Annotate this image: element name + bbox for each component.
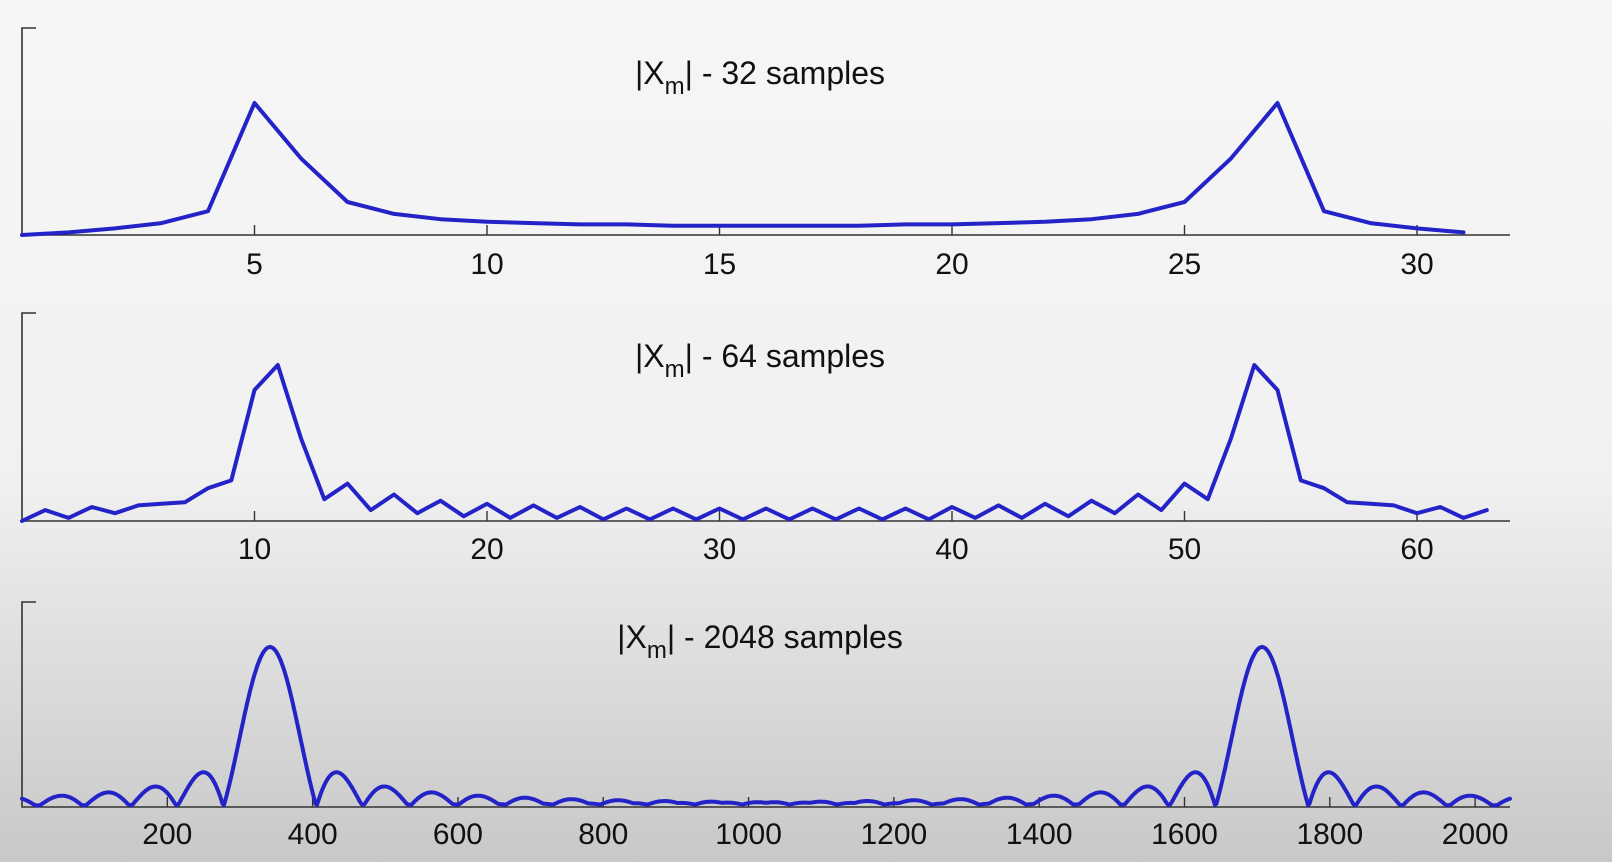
- chart-title: |Xm| - 64 samples: [635, 338, 885, 383]
- x-tick-label: 25: [1168, 248, 1201, 281]
- axis-frame: [21, 601, 1510, 808]
- chart-title: |Xm| - 2048 samples: [617, 619, 903, 664]
- x-tick-label: 10: [238, 533, 271, 566]
- x-tick-label: 20: [935, 248, 968, 281]
- x-tick-label: 1200: [861, 818, 928, 851]
- x-tick-label: 20: [470, 533, 503, 566]
- x-tick-label: 1400: [1006, 818, 1073, 851]
- x-tick-label: 5: [246, 248, 263, 281]
- x-tick-label: 400: [288, 818, 338, 851]
- x-tick-label: 50: [1168, 533, 1201, 566]
- x-tick-label: 200: [142, 818, 192, 851]
- x-tick-label: 10: [470, 248, 503, 281]
- x-tick-label: 600: [433, 818, 483, 851]
- x-tick-label: 1000: [715, 818, 782, 851]
- axis-frame: [21, 27, 1510, 236]
- series-line: [20, 363, 1489, 523]
- x-tick-label: 30: [703, 533, 736, 566]
- chart-panel-64-samples: 10 20 30 40 50 60 |Xm| - 64 samples: [20, 312, 1510, 566]
- series-line: [20, 101, 1466, 237]
- x-tick-label: 15: [703, 248, 736, 281]
- chart-title: |Xm| - 32 samples: [635, 55, 885, 100]
- axis-frame: [21, 312, 1510, 522]
- x-tick-label: 60: [1400, 533, 1433, 566]
- x-tick-label: 1800: [1296, 818, 1363, 851]
- series-line: [20, 645, 1512, 808]
- x-tick-label: 40: [935, 533, 968, 566]
- x-tick-label: 30: [1400, 248, 1433, 281]
- chart-panel-2048-samples: 200 400 600 800 1000 1200 1400 1600 1800 2000 |Xm|…: [20, 601, 1512, 851]
- chart-panel-32-samples: 5 10 15 20 25 30 |Xm| - 32 samples: [20, 27, 1510, 281]
- x-tick-label: 800: [578, 818, 628, 851]
- x-tick-label: 2000: [1442, 818, 1509, 851]
- x-tick-label: 1600: [1151, 818, 1218, 851]
